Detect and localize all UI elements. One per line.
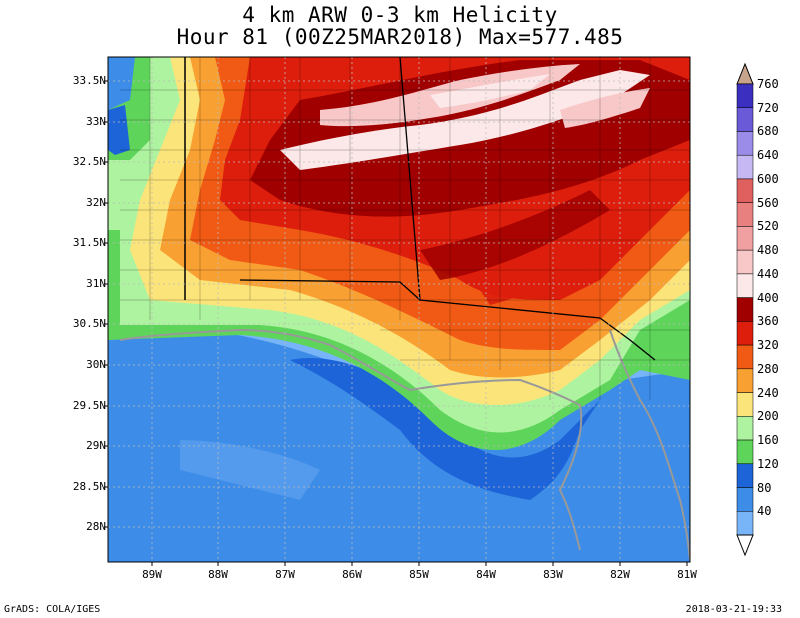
lon-label-83w: 83W <box>543 568 563 581</box>
lon-label-87w: 87W <box>275 568 295 581</box>
lon-label-81w: 81W <box>677 568 697 581</box>
lon-label-86w: 86W <box>342 568 362 581</box>
colorbar-label: 520 <box>757 219 779 234</box>
colorbar-swatch <box>736 131 754 156</box>
map-subtitle: Hour 81 (00Z25MAR2018) Max=577.485 <box>176 25 624 49</box>
colorbar-swatch <box>736 83 754 108</box>
colorbar-swatch <box>736 416 754 441</box>
colorbar-swatch <box>736 249 754 275</box>
lat-label-33n: 33N <box>86 115 106 128</box>
colorbar-swatch <box>736 297 754 322</box>
colorbar-swatch <box>736 344 754 370</box>
colorbar-swatch <box>736 392 754 417</box>
colorbar-label: 760 <box>757 77 779 91</box>
colorbar-swatch <box>736 202 754 227</box>
lat-label-29.5n: 29.5N <box>72 399 106 412</box>
colorbar-swatch <box>736 107 754 132</box>
lat-label-30n: 30N <box>86 358 106 371</box>
colorbar-label: 320 <box>757 338 779 353</box>
lat-label-31.5n: 31.5N <box>72 236 106 249</box>
lon-label-89w: 89W <box>142 568 162 581</box>
colorbar-swatch <box>736 439 754 465</box>
footer-credit: GrADS: COLA/IGES <box>4 604 101 615</box>
lon-label-82w: 82W <box>610 568 630 581</box>
colorbar-bottom-cap <box>736 534 754 557</box>
lat-label-32n: 32N <box>86 196 106 209</box>
axis-ticks <box>104 80 688 566</box>
colorbar-swatch <box>736 178 754 203</box>
colorbar-label: 440 <box>757 266 779 281</box>
colorbar-label: 680 <box>757 124 779 139</box>
colorbar-label: 120 <box>757 456 779 471</box>
colorbar-swatch <box>736 368 754 393</box>
lat-label-29n: 29N <box>86 439 106 452</box>
lon-label-85w: 85W <box>409 568 429 581</box>
lat-label-31n: 31N <box>86 277 106 290</box>
lat-label-28.5n: 28.5N <box>72 480 106 493</box>
colorbar-label: 560 <box>757 195 779 210</box>
footer-timestamp: 2018-03-21-19:33 <box>685 604 782 615</box>
colorbar-swatch <box>736 273 754 298</box>
colorbar-label: 200 <box>757 409 779 424</box>
colorbar-swatch <box>736 154 754 180</box>
colorbar-label: 600 <box>757 171 779 186</box>
colorbar-label: 280 <box>757 361 779 376</box>
helicity-field <box>108 57 690 562</box>
colorbar-label: 160 <box>757 433 779 448</box>
lon-label-84w: 84W <box>476 568 496 581</box>
colorbar <box>736 62 754 557</box>
colorbar-label: 640 <box>757 148 779 163</box>
colorbar-swatch <box>736 487 754 512</box>
colorbar-label: 720 <box>757 100 779 115</box>
map-title: 4 km ARW 0-3 km Helicity <box>242 3 558 27</box>
colorbar-label: 400 <box>757 290 779 305</box>
colorbar-label: 40 <box>757 504 772 519</box>
lat-label-33.5n: 33.5N <box>72 74 106 87</box>
colorbar-label: 480 <box>757 243 779 258</box>
colorbar-swatch <box>736 226 754 251</box>
lon-label-88w: 88W <box>208 568 228 581</box>
colorbar-swatch <box>736 463 754 488</box>
lat-label-28n: 28N <box>86 520 106 533</box>
lat-label-32.5n: 32.5N <box>72 155 106 168</box>
colorbar-swatch <box>736 321 754 346</box>
lat-label-30.5n: 30.5N <box>72 317 106 330</box>
colorbar-top-cap <box>736 62 754 85</box>
colorbar-label: 360 <box>757 314 779 329</box>
colorbar-label: 240 <box>757 385 779 400</box>
colorbar-label: 80 <box>757 480 772 495</box>
colorbar-swatch <box>736 511 754 536</box>
